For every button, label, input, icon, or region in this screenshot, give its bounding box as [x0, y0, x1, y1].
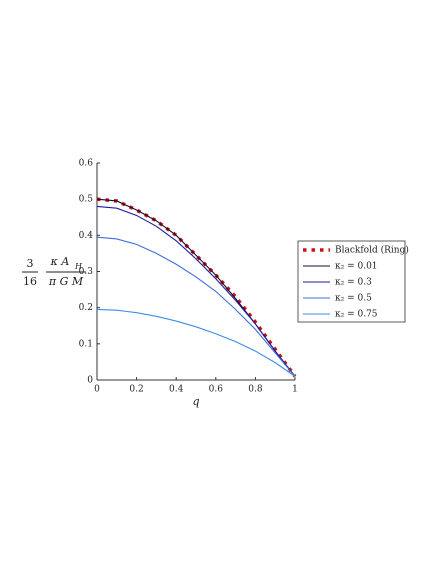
legend-label: κ₂ = 0.3 [335, 278, 372, 288]
legend-label: κ₂ = 0.5 [335, 294, 372, 304]
x-axis-label: q [192, 395, 199, 408]
y-tick-label: 0.3 [79, 267, 94, 277]
y-label-coef-num: 3 [27, 257, 34, 270]
legend-label: κ₂ = 0.01 [335, 262, 378, 272]
x-tick-label: 0.2 [129, 385, 143, 395]
x-tick-label: 0.6 [209, 385, 224, 395]
series-line [96, 198, 296, 377]
y-axis-label: 3 16 κ A H π G M [22, 255, 86, 288]
legend-label: Blackfold (Ring) [335, 245, 409, 256]
series-line [96, 197, 297, 378]
y-tick-label: 0.2 [79, 303, 93, 313]
y-tick-label: 0 [87, 376, 93, 386]
y-label-num: κ A [50, 255, 70, 268]
y-label-coef-den: 16 [23, 275, 37, 288]
y-tick-label: 0.4 [79, 231, 94, 241]
x-tick-label: 1 [292, 385, 298, 395]
y-label-den: π G M [48, 275, 84, 288]
y-label-num-sub: H [74, 262, 83, 271]
x-tick-label: 0.8 [248, 385, 263, 395]
y-tick-label: 0.1 [79, 339, 93, 349]
x-tick-label: 0 [94, 385, 100, 395]
series-line [96, 236, 296, 377]
y-tick-label: 0.6 [79, 159, 94, 169]
y-tick-label: 0.5 [79, 195, 94, 205]
series-line [96, 205, 296, 377]
legend-label: κ₂ = 0.75 [335, 310, 378, 320]
x-tick-label: 0.4 [169, 385, 184, 395]
series-line [96, 308, 296, 377]
